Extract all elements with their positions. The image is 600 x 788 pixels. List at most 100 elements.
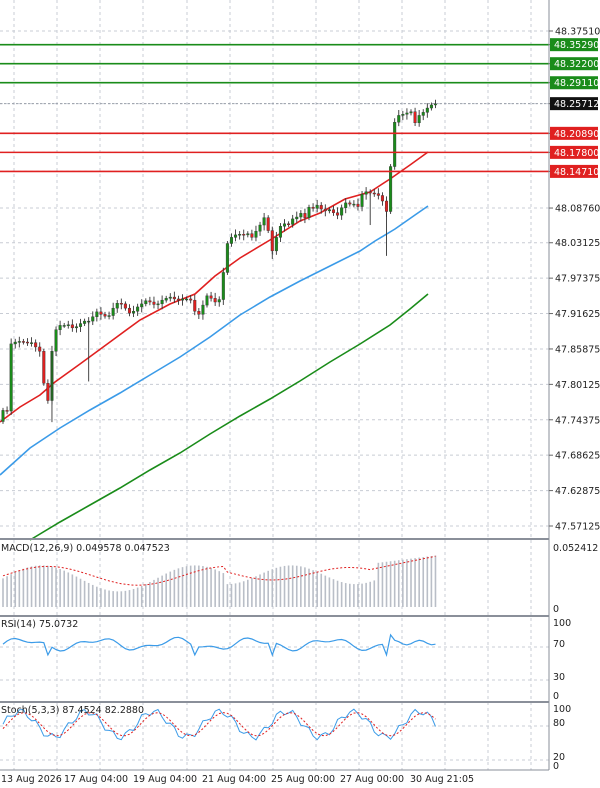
candle-bull bbox=[9, 343, 13, 412]
time-label: 27 Aug 00:00 bbox=[340, 774, 404, 785]
candlesticks bbox=[1, 99, 437, 424]
time-axis: 13 Aug 2026 17 Aug 04:00 19 Aug 04:00 21… bbox=[1, 774, 474, 785]
stoch-axis-0: 0 bbox=[553, 761, 559, 772]
candle-bear bbox=[193, 299, 197, 312]
candle-bull bbox=[429, 104, 433, 109]
candle-bull bbox=[433, 103, 437, 106]
candle-bear bbox=[99, 311, 103, 315]
candle-bear bbox=[197, 311, 201, 315]
candle-bull bbox=[258, 224, 262, 232]
candle-bull bbox=[217, 299, 221, 303]
candle-bull bbox=[397, 115, 401, 123]
rsi-axis-0: 0 bbox=[553, 691, 559, 702]
candle-bear bbox=[356, 203, 360, 207]
resistance-tag bbox=[550, 57, 598, 71]
price-label: 47.57125 bbox=[555, 522, 600, 533]
candle-bull bbox=[360, 194, 364, 207]
candle-bear bbox=[189, 298, 193, 301]
current-tag-label: 48.25712 bbox=[554, 99, 599, 110]
candle-bear bbox=[385, 200, 389, 212]
macd-panel[interactable] bbox=[2, 555, 437, 607]
candle-bull bbox=[221, 272, 225, 300]
rsi-panel[interactable] bbox=[2, 633, 436, 658]
stoch-axis-80: 80 bbox=[553, 718, 565, 729]
candle-bull bbox=[234, 234, 238, 238]
candle-bear bbox=[270, 230, 274, 252]
stoch-panel[interactable] bbox=[2, 708, 436, 741]
candle-bull bbox=[417, 115, 421, 124]
candle-bull bbox=[364, 191, 368, 195]
macd-axis-top: 0.052412 bbox=[553, 543, 598, 554]
resistance-tag-label: 48.29110 bbox=[554, 78, 599, 89]
candle-bull bbox=[291, 218, 295, 225]
candle-bull bbox=[254, 230, 258, 238]
candle-bull bbox=[229, 237, 233, 244]
candle-bear bbox=[172, 296, 176, 300]
price-label: 48.03125 bbox=[555, 238, 600, 249]
candle-bear bbox=[127, 307, 131, 314]
candle-bull bbox=[156, 303, 160, 306]
candle-bull bbox=[425, 107, 429, 113]
horizontal-levels bbox=[0, 43, 549, 173]
candle-bull bbox=[340, 207, 344, 216]
candle-bull bbox=[58, 325, 62, 330]
candle-bear bbox=[148, 300, 152, 303]
candle-bear bbox=[242, 234, 246, 236]
candle-bear bbox=[376, 193, 380, 196]
candle-bull bbox=[160, 299, 164, 305]
candle-bull bbox=[115, 303, 119, 309]
candle-bull bbox=[83, 320, 87, 324]
candle-bear bbox=[213, 298, 217, 303]
candle-bull bbox=[246, 233, 250, 236]
price-panel[interactable] bbox=[0, 43, 549, 541]
candle-bull bbox=[1, 410, 5, 422]
candle-bull bbox=[91, 316, 95, 322]
price-label: 48.37510 bbox=[555, 27, 600, 38]
candle-bull bbox=[74, 326, 78, 329]
candle-bull bbox=[393, 121, 397, 167]
price-label: 47.68625 bbox=[555, 451, 600, 462]
candle-bull bbox=[107, 315, 111, 317]
candle-bear bbox=[21, 341, 25, 343]
resistance-tag-label: 48.32200 bbox=[554, 59, 599, 70]
candle-bull bbox=[132, 311, 136, 314]
candle-bear bbox=[266, 217, 270, 231]
candle-bear bbox=[5, 410, 9, 412]
price-label: 47.80125 bbox=[555, 380, 600, 391]
candle-bull bbox=[315, 205, 319, 209]
candle-bull bbox=[54, 329, 58, 352]
candle-bear bbox=[70, 324, 74, 329]
stoch-axis-100: 100 bbox=[553, 704, 571, 715]
time-label: 21 Aug 04:00 bbox=[202, 774, 266, 785]
candle-bull bbox=[111, 307, 115, 316]
candle-bull bbox=[278, 226, 282, 238]
candle-bear bbox=[152, 301, 156, 305]
candle-bull bbox=[274, 237, 278, 252]
support-tag bbox=[550, 126, 598, 140]
macd-signal-line bbox=[2, 555, 436, 586]
stoch-k-line bbox=[2, 708, 436, 741]
support-tag-label: 48.14710 bbox=[554, 167, 599, 178]
candle-bull bbox=[62, 325, 66, 327]
level-tags: 48.35290 48.32200 48.29110 48.20890 48.17800… bbox=[550, 38, 599, 178]
price-label: 47.85875 bbox=[555, 344, 600, 355]
candle-bear bbox=[103, 314, 107, 317]
time-label: 13 Aug 2026 bbox=[1, 774, 62, 785]
candle-bear bbox=[250, 233, 254, 238]
candle-bull bbox=[136, 306, 140, 312]
candle-bull bbox=[421, 112, 425, 116]
ma-slow-line bbox=[29, 293, 429, 541]
candle-bear bbox=[331, 209, 335, 213]
candle-bull bbox=[299, 213, 303, 218]
resistance-tag bbox=[550, 38, 598, 52]
candle-bull bbox=[405, 112, 409, 115]
price-label: 47.97375 bbox=[555, 274, 600, 285]
rsi-axis-30: 30 bbox=[553, 672, 565, 683]
candle-bull bbox=[168, 296, 172, 299]
candle-bear bbox=[303, 213, 307, 218]
candle-bull bbox=[13, 341, 17, 345]
candle-bear bbox=[46, 383, 50, 401]
price-label: 47.91625 bbox=[555, 309, 600, 320]
price-label: 47.62875 bbox=[555, 486, 600, 497]
